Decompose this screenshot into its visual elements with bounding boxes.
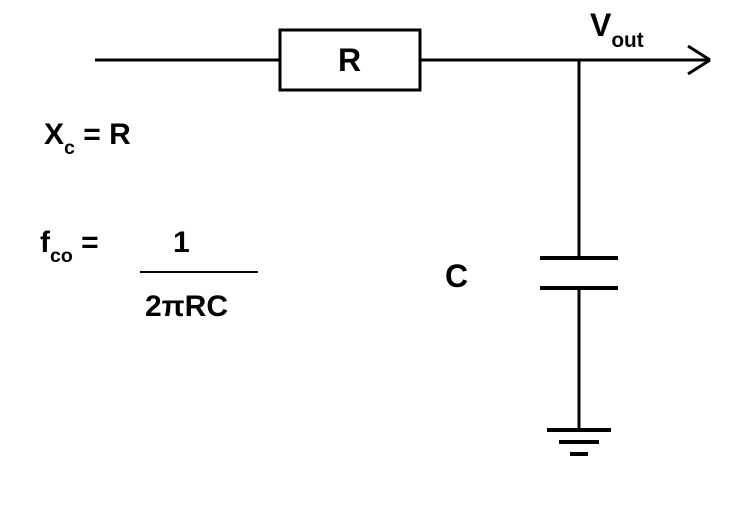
eq1-eq: = — [75, 118, 109, 151]
eq2-lhs-sub: co — [50, 245, 73, 267]
eq1-rhs: R — [109, 118, 131, 151]
equation-fco-numerator: 1 — [173, 226, 190, 260]
eq2-eq: = — [73, 226, 99, 259]
eq2-lhs-main: f — [40, 226, 50, 259]
equation-xc: Xc = R — [44, 118, 131, 157]
equation-fco-denominator: 2πRC — [145, 290, 228, 324]
ground-symbol — [547, 430, 611, 454]
output-label: Vout — [590, 7, 644, 49]
capacitor-label: C — [445, 258, 468, 295]
resistor-label: R — [338, 42, 361, 79]
circuit-svg — [0, 0, 732, 510]
vout-main: V — [590, 7, 611, 43]
eq1-lhs-main: X — [44, 118, 64, 151]
equation-fco-lhs: fco = — [40, 226, 99, 265]
vout-sub: out — [611, 29, 643, 52]
output-arrow — [688, 46, 710, 74]
eq1-lhs-sub: c — [64, 137, 75, 159]
